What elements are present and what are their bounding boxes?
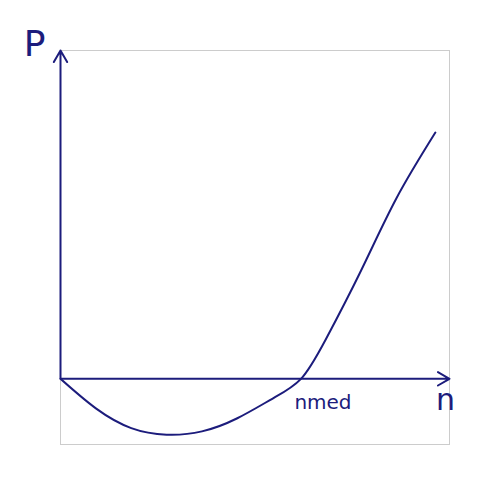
- svg-text:P: P: [24, 23, 46, 64]
- svg-text:n: n: [436, 382, 455, 417]
- svg-text:nmed: nmed: [294, 390, 351, 414]
